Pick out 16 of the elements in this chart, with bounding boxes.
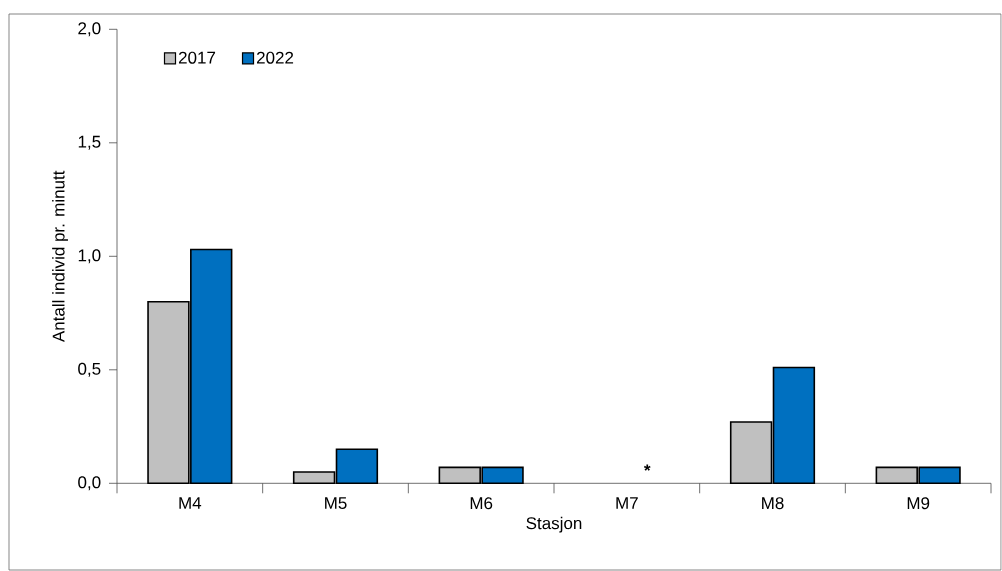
x-tick-label: M7 [616, 497, 638, 509]
x-tick-label: M5 [325, 497, 347, 510]
y-tick-label: 1,5 [78, 135, 101, 150]
y-tick-label: 2,0 [78, 22, 101, 37]
x-tick-label: M4 [179, 497, 202, 509]
y-tick-label: 0,0 [78, 476, 101, 491]
x-tick-label: M6 [470, 497, 493, 510]
y-axis-title: Antall individ pr. minutt [52, 170, 68, 343]
y-tick-label: 0,5 [78, 362, 101, 377]
legend-label: 2022 [256, 51, 294, 64]
y-tick-label: 1,0 [78, 249, 101, 264]
x-axis-title: Stasjon [526, 516, 582, 533]
x-tick-label: M8 [762, 497, 784, 510]
legend-label: 2017 [178, 51, 216, 64]
annotation: * [643, 464, 651, 471]
x-tick-label: M9 [907, 497, 930, 510]
